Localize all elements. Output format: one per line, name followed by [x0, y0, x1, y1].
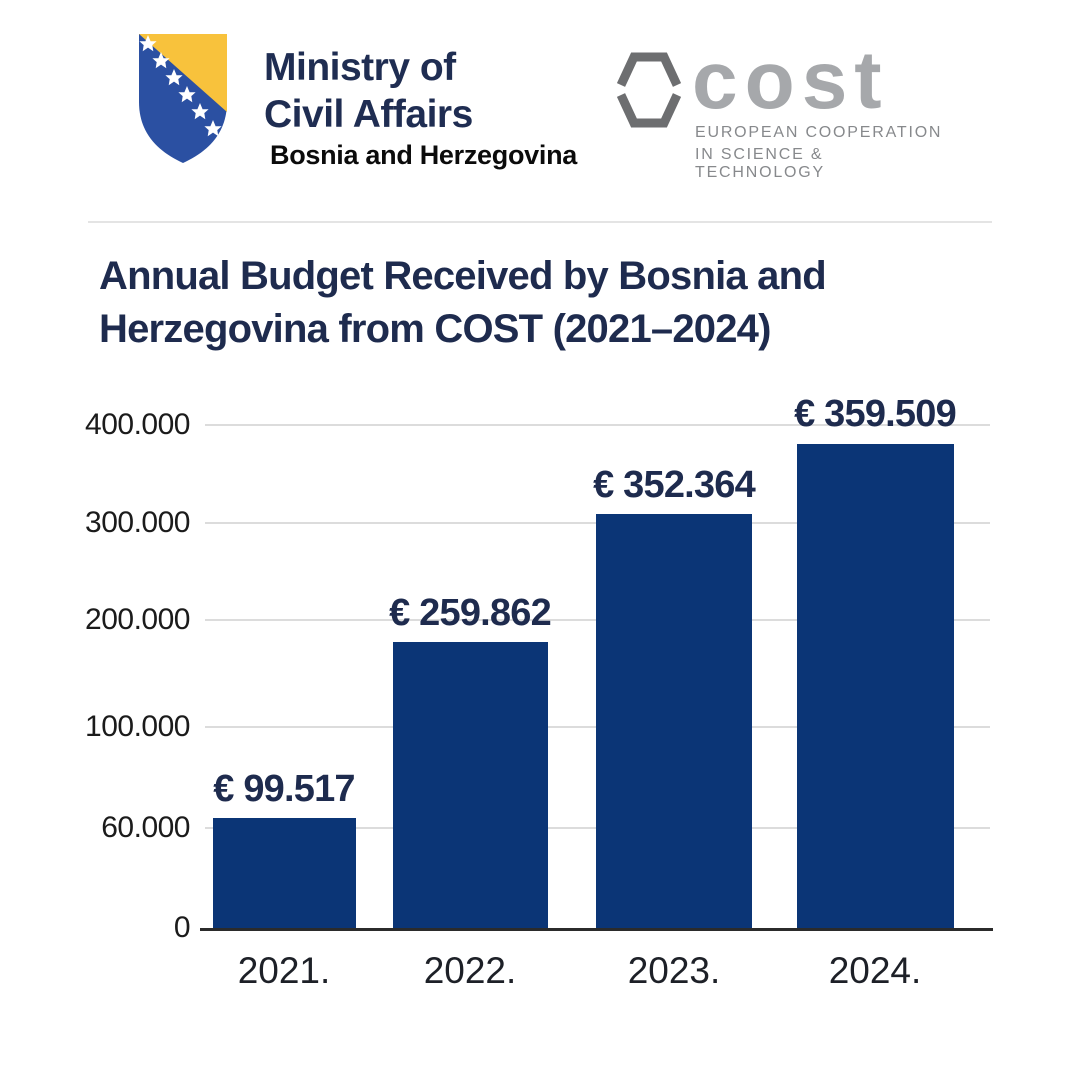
ministry-country: Bosnia and Herzegovina: [270, 140, 577, 170]
ministry-name-line1: Ministry of: [264, 46, 456, 89]
bar-value-label-2023: € 352.364: [593, 464, 756, 506]
y-axis-tick-label: 0: [173, 911, 191, 944]
bar-value-label-2021: € 99.517: [213, 768, 355, 810]
bosnia-herzegovina-shield-icon: [133, 30, 227, 163]
ministry-name-line2: Civil Affairs: [264, 93, 473, 136]
y-axis-tick-label: 200.000: [85, 603, 190, 636]
ministry-name: Ministry of Civil Affairs: [264, 44, 473, 138]
gridline-400000: [205, 424, 990, 426]
x-axis-label-2021: 2021.: [237, 950, 331, 991]
cost-tagline-line2: IN SCIENCE & TECHNOLOGY: [695, 146, 826, 181]
x-axis-label-2022: 2022.: [423, 950, 517, 991]
cost-tagline-line1: EUROPEAN COOPERATION: [695, 124, 943, 141]
y-axis-tick-label: 60.000: [101, 811, 190, 844]
bar-value-label-2022: € 259.862: [389, 592, 552, 634]
y-axis-tick-label: 400.000: [85, 408, 190, 441]
cost-wordmark: cost: [692, 35, 889, 126]
bar-2022: [393, 642, 548, 928]
bar-value-label-2024: € 359.509: [794, 393, 957, 435]
bar-2024: [797, 444, 954, 928]
chart-title-line2: Herzegovina from COST (2021–2024): [99, 307, 771, 351]
bar-2023: [596, 514, 752, 928]
header-separator: [88, 221, 992, 223]
x-axis-baseline: [200, 928, 993, 931]
chart-title-line1: Annual Budget Received by Bosnia and: [99, 254, 827, 298]
x-axis-label-2023: 2023.: [627, 950, 721, 991]
x-axis-label-2024: 2024.: [828, 950, 922, 991]
cost-hexagon-icon: [616, 52, 682, 128]
y-axis-tick-label: 300.000: [85, 506, 190, 539]
bar-2021: [213, 818, 356, 928]
chart-title: Annual Budget Received by Bosnia and Her…: [99, 250, 827, 356]
y-axis-tick-label: 100.000: [85, 710, 190, 743]
